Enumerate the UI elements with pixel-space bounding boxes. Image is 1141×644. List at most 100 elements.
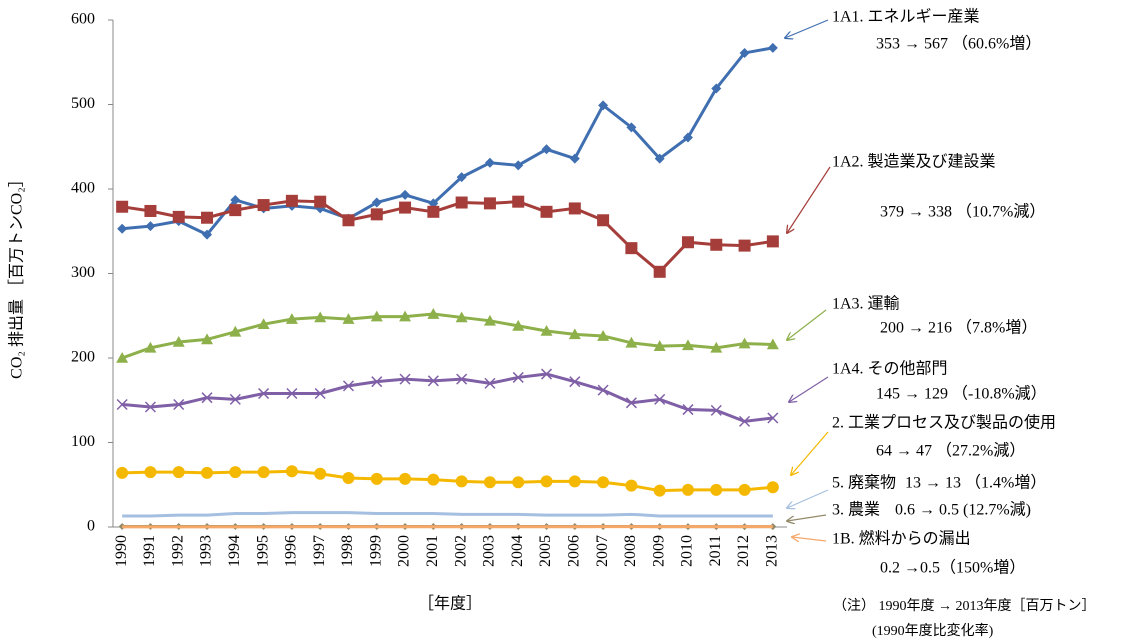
x-tick-label: 2011 — [707, 535, 724, 566]
point-marker — [540, 205, 553, 218]
point-marker — [172, 210, 185, 223]
point-marker — [710, 341, 723, 353]
point-marker — [314, 195, 327, 208]
point-marker — [766, 338, 779, 350]
point-marker — [681, 483, 694, 496]
point-marker — [371, 197, 382, 208]
point-marker — [314, 387, 326, 400]
point-marker — [512, 371, 524, 383]
annotation-arrow — [791, 431, 829, 475]
point-marker — [456, 172, 467, 183]
point-marker — [455, 196, 468, 209]
annotation-note: 0.6 → 0.5 (12.7%減) — [895, 501, 1031, 519]
point-marker — [682, 132, 693, 143]
point-marker — [257, 466, 270, 479]
point-marker — [626, 122, 637, 133]
point-marker — [625, 336, 638, 348]
point-marker — [285, 313, 298, 324]
point-marker — [455, 311, 468, 323]
annotation-note: 353 → 567 （60.6%増） — [876, 35, 1041, 53]
x-tick-label: 2009 — [650, 535, 667, 567]
x-axis-label: ［年度］ — [418, 595, 482, 613]
x-tick-label: 1997 — [311, 535, 328, 567]
x-tick-label: 1999 — [367, 535, 384, 567]
point-marker — [257, 318, 270, 329]
point-marker — [597, 214, 610, 227]
point-marker — [201, 211, 214, 224]
point-marker — [597, 476, 610, 489]
series-line — [122, 372, 774, 423]
point-marker — [767, 42, 778, 53]
point-marker — [766, 235, 779, 248]
y-tick-label: 100 — [71, 433, 95, 450]
point-marker — [427, 375, 439, 387]
point-marker — [653, 265, 666, 278]
point-marker — [399, 472, 412, 485]
annotation-name: 1A3. 運輸 — [832, 295, 900, 313]
x-tick-label: 2002 — [452, 535, 469, 567]
point-marker — [569, 376, 581, 388]
point-marker — [682, 404, 694, 416]
point-marker — [285, 194, 298, 207]
point-marker — [314, 467, 327, 480]
point-marker — [710, 404, 722, 416]
point-marker — [144, 204, 157, 217]
annotation-note: 0.2 →0.5（150%増） — [880, 559, 1025, 577]
annotation-name: 5. 廃棄物 — [832, 474, 896, 492]
point-marker — [201, 466, 214, 479]
point-marker — [371, 376, 383, 388]
point-marker — [597, 384, 609, 396]
point-marker — [540, 368, 553, 380]
point-marker — [766, 481, 779, 494]
point-marker — [456, 373, 468, 385]
point-marker — [342, 313, 355, 324]
point-marker — [653, 340, 666, 351]
point-marker — [399, 201, 412, 214]
annotation-arrow — [785, 19, 829, 38]
point-marker — [229, 325, 242, 337]
point-marker — [483, 476, 496, 489]
point-marker — [144, 341, 157, 353]
annotation-name: 1A4. その他部門 — [832, 360, 948, 378]
point-marker — [654, 393, 666, 405]
point-marker — [370, 472, 383, 485]
point-marker — [172, 335, 185, 347]
annotation-name: 1A2. 製造業及び建設業 — [832, 153, 996, 171]
point-marker — [116, 352, 129, 363]
point-marker — [342, 214, 355, 227]
point-marker — [202, 229, 213, 240]
point-marker — [286, 387, 298, 400]
y-tick-label: 200 — [71, 349, 95, 366]
point-marker — [257, 199, 270, 212]
annotation-arrow — [787, 489, 829, 508]
point-marker — [739, 47, 750, 58]
point-marker — [739, 415, 751, 427]
point-marker — [483, 197, 496, 210]
x-tick-label: 2000 — [396, 535, 413, 567]
point-marker — [427, 308, 440, 319]
x-tick-label: 2010 — [679, 535, 696, 567]
point-marker — [484, 157, 495, 168]
annotation-arrow — [792, 537, 827, 541]
annotation-note: 13 → 13 （1.4%増） — [905, 474, 1046, 492]
point-marker — [681, 236, 694, 249]
y-tick-label: 300 — [71, 264, 95, 281]
point-marker — [568, 202, 581, 215]
y-tick-label: 600 — [71, 11, 95, 28]
x-tick-label: 2012 — [735, 535, 752, 567]
series-line — [122, 469, 773, 493]
point-marker — [229, 393, 241, 405]
annotation-arrow — [787, 514, 827, 521]
point-marker — [116, 200, 129, 213]
point-marker — [117, 223, 128, 234]
x-tick-label: 2006 — [565, 535, 582, 567]
point-marker — [230, 194, 241, 205]
point-marker — [568, 328, 581, 340]
annotation-note: 379 → 338 （10.7%減） — [880, 203, 1045, 221]
note: （注） 1990年度 → 2013年度［百万トン］ — [833, 598, 1096, 614]
point-marker — [172, 466, 185, 479]
point-marker — [173, 398, 185, 411]
point-marker — [229, 204, 242, 217]
point-marker — [540, 324, 553, 336]
